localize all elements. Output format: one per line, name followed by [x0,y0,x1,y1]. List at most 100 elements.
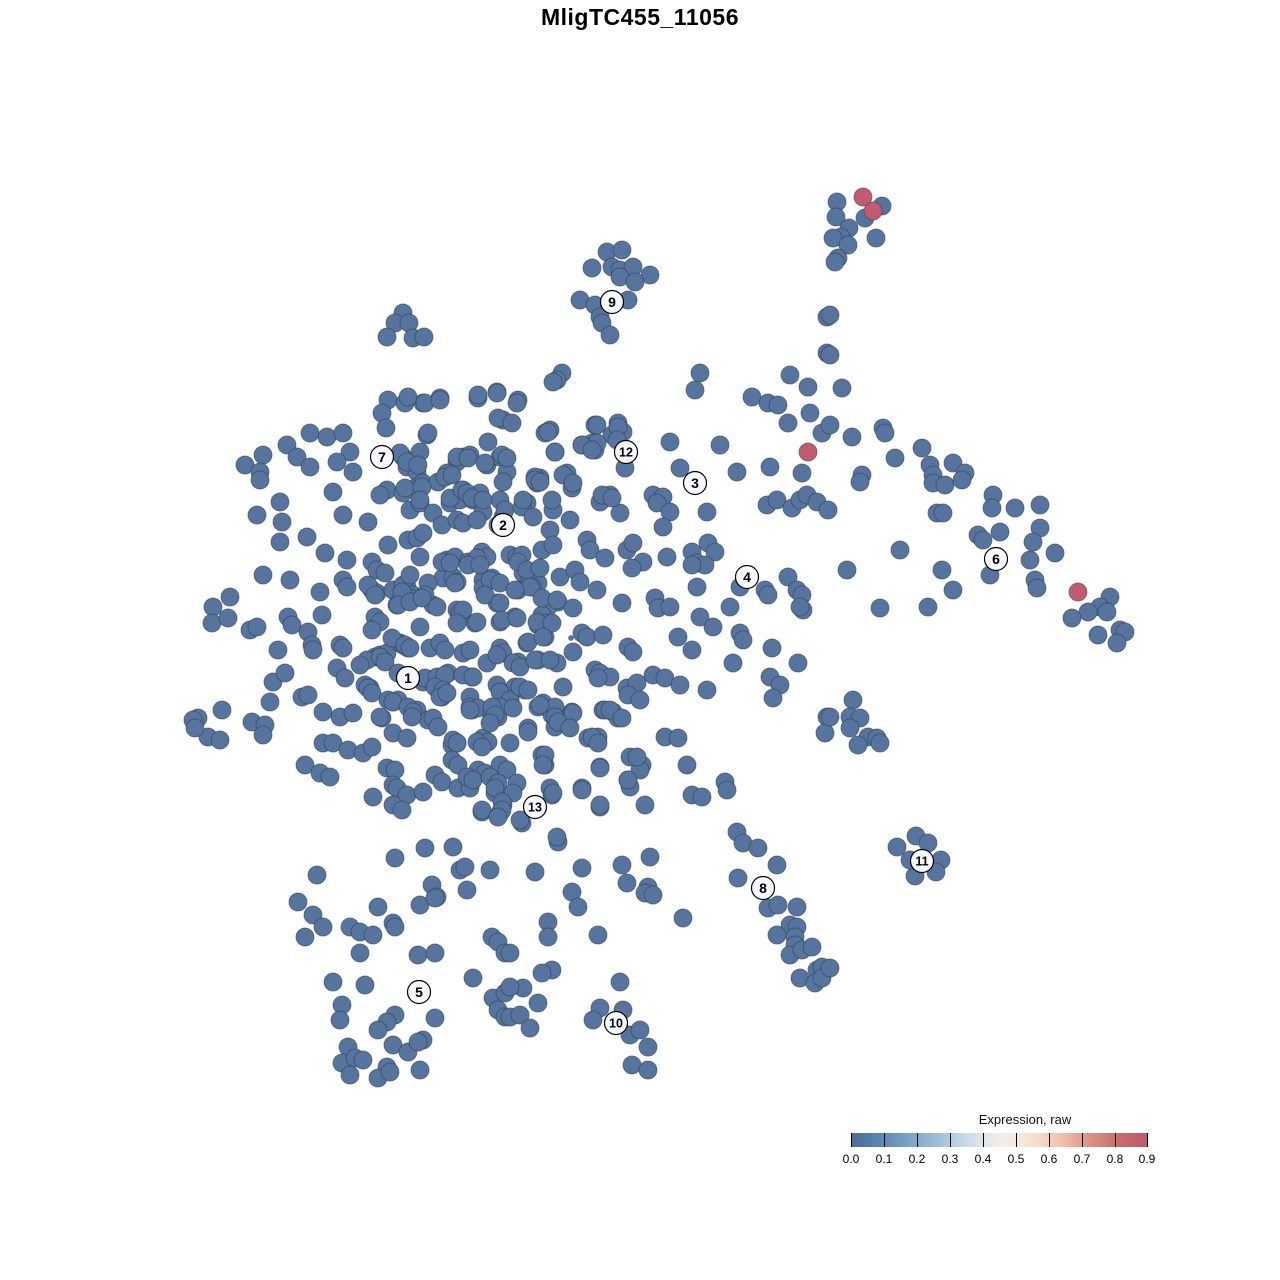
data-point [323,482,343,502]
data-point [653,517,673,537]
cluster-label: 13 [522,794,548,820]
data-point [435,640,455,660]
data-point [533,627,553,647]
data-point [475,585,495,605]
data-point [298,685,318,705]
data-point [838,235,858,255]
expression-legend: Expression, raw 0.0 0.1 0.2 0.3 0.4 0.5 0.6 0.7… [843,1112,1175,1182]
data-point [463,667,483,687]
data-point [312,605,332,625]
data-point [218,608,238,628]
data-point [580,540,600,560]
data-point [362,737,382,757]
data-point [282,615,302,635]
data-point [545,442,565,462]
data-point [400,638,420,658]
data-point [687,577,707,597]
high-expression-layer [798,187,1088,602]
data-point [288,892,308,912]
data-point [478,432,498,452]
legend-colorbar [851,1133,1148,1147]
legend-tick-line [1016,1133,1017,1147]
data-point [850,472,870,492]
data-point [202,613,222,633]
data-point [800,403,820,423]
data-point [778,413,798,433]
data-point [728,868,748,888]
data-point [313,917,333,937]
data-point [323,972,343,992]
data-point [250,470,270,490]
data-point [595,548,615,568]
data-point [742,387,762,407]
legend-tick-line [1082,1133,1083,1147]
data-point [583,1010,603,1030]
data-point [487,383,507,403]
data-point [363,787,383,807]
cluster-label-number: 5 [415,984,423,1000]
data-point [340,442,360,462]
data-point [1107,633,1127,653]
data-point [612,708,632,728]
data-point [295,755,315,775]
cluster-label-number: 12 [619,446,633,460]
data-point [612,240,632,260]
legend-tick-line [1147,1133,1148,1147]
cluster-label-number: 1 [404,670,412,686]
data-point [630,690,650,710]
data-point [943,580,963,600]
data-point [507,608,527,628]
data-point [460,640,480,660]
data-point [935,475,955,495]
data-point [480,713,500,733]
data-point [1005,498,1025,518]
data-point [488,807,508,827]
data-point [355,975,375,995]
data-point [440,553,460,573]
data-point [563,598,583,618]
data-point [640,847,660,867]
data-point [425,888,445,908]
cluster-label: 5 [406,979,432,1005]
data-point [397,728,417,748]
data-point [870,733,890,753]
data-point [820,305,840,325]
data-point [630,1020,650,1040]
data-point [505,580,525,600]
data-point [612,855,632,875]
legend-tick-line [917,1133,918,1147]
data-point [493,472,513,492]
data-point [490,593,510,613]
data-point [542,490,562,510]
data-point [668,728,688,748]
data-point [538,422,558,442]
data-point [577,627,597,647]
data-point [1088,625,1108,645]
legend-tick-label: 0.9 [1138,1152,1156,1166]
data-point [502,413,522,433]
data-point [1020,550,1040,570]
data-point [820,958,840,978]
high-expression-point [798,442,818,462]
data-point [593,625,613,645]
data-point [1023,532,1043,552]
data-point [1062,608,1082,628]
data-point [760,457,780,477]
data-point [815,723,835,743]
data-point [500,943,520,963]
data-point [875,423,895,443]
legend-tick-label: 0.6 [1040,1152,1058,1166]
data-point [780,365,800,385]
legend-tick-line [1115,1133,1116,1147]
data-point [918,597,938,617]
data-point [353,1050,373,1070]
data-point [697,680,717,700]
data-point [767,925,787,945]
data-point [533,755,553,775]
data-point [253,725,273,745]
data-point [503,698,523,718]
data-point [802,937,822,957]
data-point [587,580,607,600]
